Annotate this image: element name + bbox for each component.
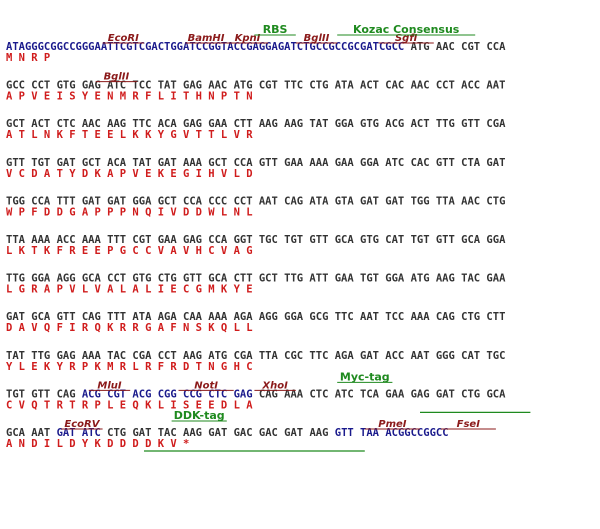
dna-line: ATAGGGCGGCCGGGAATTCGTCGACTGGATCCGGTACCGA… (6, 41, 506, 53)
restriction-site-label: PmeI (378, 419, 407, 430)
dna-segment-cds: TGG CCA TTT GAT GAT GGA GCT CCA CCC CCT … (6, 195, 505, 207)
amino-acid-line: A N D I L D Y K D D D D K V * (6, 438, 189, 450)
dna-line: TTA AAA ACC AAA TTT CGT GAA GAG CCA GGT … (6, 234, 506, 246)
amino-acid-line: W P F D D G A P P P N Q I V D D W L N L (6, 206, 253, 218)
restriction-site-label: FseI (457, 419, 481, 430)
dna-segment-cds: TTA AAA ACC AAA TTT CGT GAA GAG CCA GGT … (6, 234, 506, 246)
dna-segment-cds: CTG GAT TAC AAG GAT GAC GAC GAT AAG (101, 427, 335, 439)
dna-line: GAT GCA GTT CAG TTT ATA AGA CAA AAA AGA … (6, 311, 505, 323)
dna-line: GTT TGT GAT GCT ACA TAT GAT AAA GCT CCA … (6, 157, 505, 169)
dna-segment-cds: GCC CCT GTG GAG ATC TCC TAT GAG AAC ATG … (6, 80, 505, 92)
restriction-site-label: SgfI (395, 33, 418, 44)
dna-line: GCT ACT CTC AAC AAG TTC ACA GAG GAA CTT … (6, 118, 506, 130)
amino-acid-line: D A V Q F I R Q K R R G A F N S K Q L L (6, 322, 253, 334)
restriction-site-label: BamHI (188, 33, 225, 44)
dna-segment-utr: ATAGGGCGGCCGGGAATTCGTCGACTGGATCCGGTACCGA… (6, 41, 404, 53)
restriction-site-label: NotI (194, 380, 218, 391)
dna-segment-cds: ATG AAC CGT CCA (404, 41, 506, 53)
dna-segment-cds: GCA AAT (6, 427, 57, 439)
feature-label: DDK-tag (174, 409, 225, 422)
restriction-site-label: XhoI (261, 380, 288, 391)
dna-line: TGT GTT CAG ACG CGT ACG CGG CCG CTC GAG … (6, 388, 506, 400)
amino-acid-line: V C D A T Y D K A P V E K E G I H V L D (6, 168, 253, 180)
amino-acid-line: L K T K F R E E P G C C V A V H C V A G (6, 245, 253, 257)
amino-acid-line: A T L N K F T E E L K K Y G V T T L V R (6, 129, 253, 141)
restriction-site-label: MluI (97, 380, 121, 391)
dna-segment-cds: GAT GCA GTT CAG TTT ATA AGA CAA AAA AGA … (6, 311, 505, 323)
restriction-site-label: BglII (304, 33, 330, 44)
feature-label: Myc-tag (340, 370, 390, 383)
dna-segment-cds: GTT TGT GAT GCT ACA TAT GAT AAA GCT CCA … (6, 157, 505, 169)
amino-acid-line: A P V E I S Y E N M R F L I T H N P T N (6, 91, 253, 103)
dna-segment-cds: TTG GGA AGG GCA CCT GTG CTG GTT GCA CTT … (6, 273, 506, 285)
dna-line: GCC CCT GTG GAG ATC TCC TAT GAG AAC ATG … (6, 80, 505, 92)
amino-acid-line: Y L E K Y R P K M R L R F R D T N G H C (6, 361, 253, 373)
feature-label: Kozac Consensus (353, 23, 460, 36)
dna-segment-utr: GTT TAA ACGGCCGGCC (335, 427, 449, 439)
dna-segment-utr: ACG CGT ACG CGG CCG CTC GAG (82, 388, 253, 400)
dna-line: TTG GGA AGG GCA CCT GTG CTG GTT GCA CTT … (6, 273, 506, 285)
restriction-site-label: BglII (104, 72, 130, 83)
amino-acid-line: M N R P (6, 52, 50, 64)
restriction-site-label: EcoRI (108, 33, 139, 44)
dna-line: TAT TTG GAG AAA TAC CGA CCT AAG ATG CGA … (6, 350, 505, 362)
dna-line: TGG CCA TTT GAT GAT GGA GCT CCA CCC CCT … (6, 195, 505, 207)
dna-segment-utr: GAT ATC (57, 427, 101, 439)
amino-acid-line: L G R A P V L V A L A L I E C G M K Y E (6, 284, 253, 296)
feature-label: RBS (263, 23, 288, 36)
dna-line: GCA AAT GAT ATC CTG GAT TAC AAG GAT GAC … (6, 427, 449, 439)
amino-acid-line: C V Q T R T R P L E Q K L I S E E D L A (6, 399, 253, 411)
dna-segment-cds: TAT TTG GAG AAA TAC CGA CCT AAG ATG CGA … (6, 350, 505, 362)
dna-segment-cds: GCT ACT CTC AAC AAG TTC ACA GAG GAA CTT … (6, 118, 506, 130)
restriction-site-label: EcoRV (64, 419, 100, 430)
dna-segment-cds: CAG AAA CTC ATC TCA GAA GAG GAT CTG GCA (253, 388, 507, 400)
dna-segment-cds: TGT GTT CAG (6, 388, 82, 400)
restriction-site-label: KpnI (235, 33, 261, 44)
